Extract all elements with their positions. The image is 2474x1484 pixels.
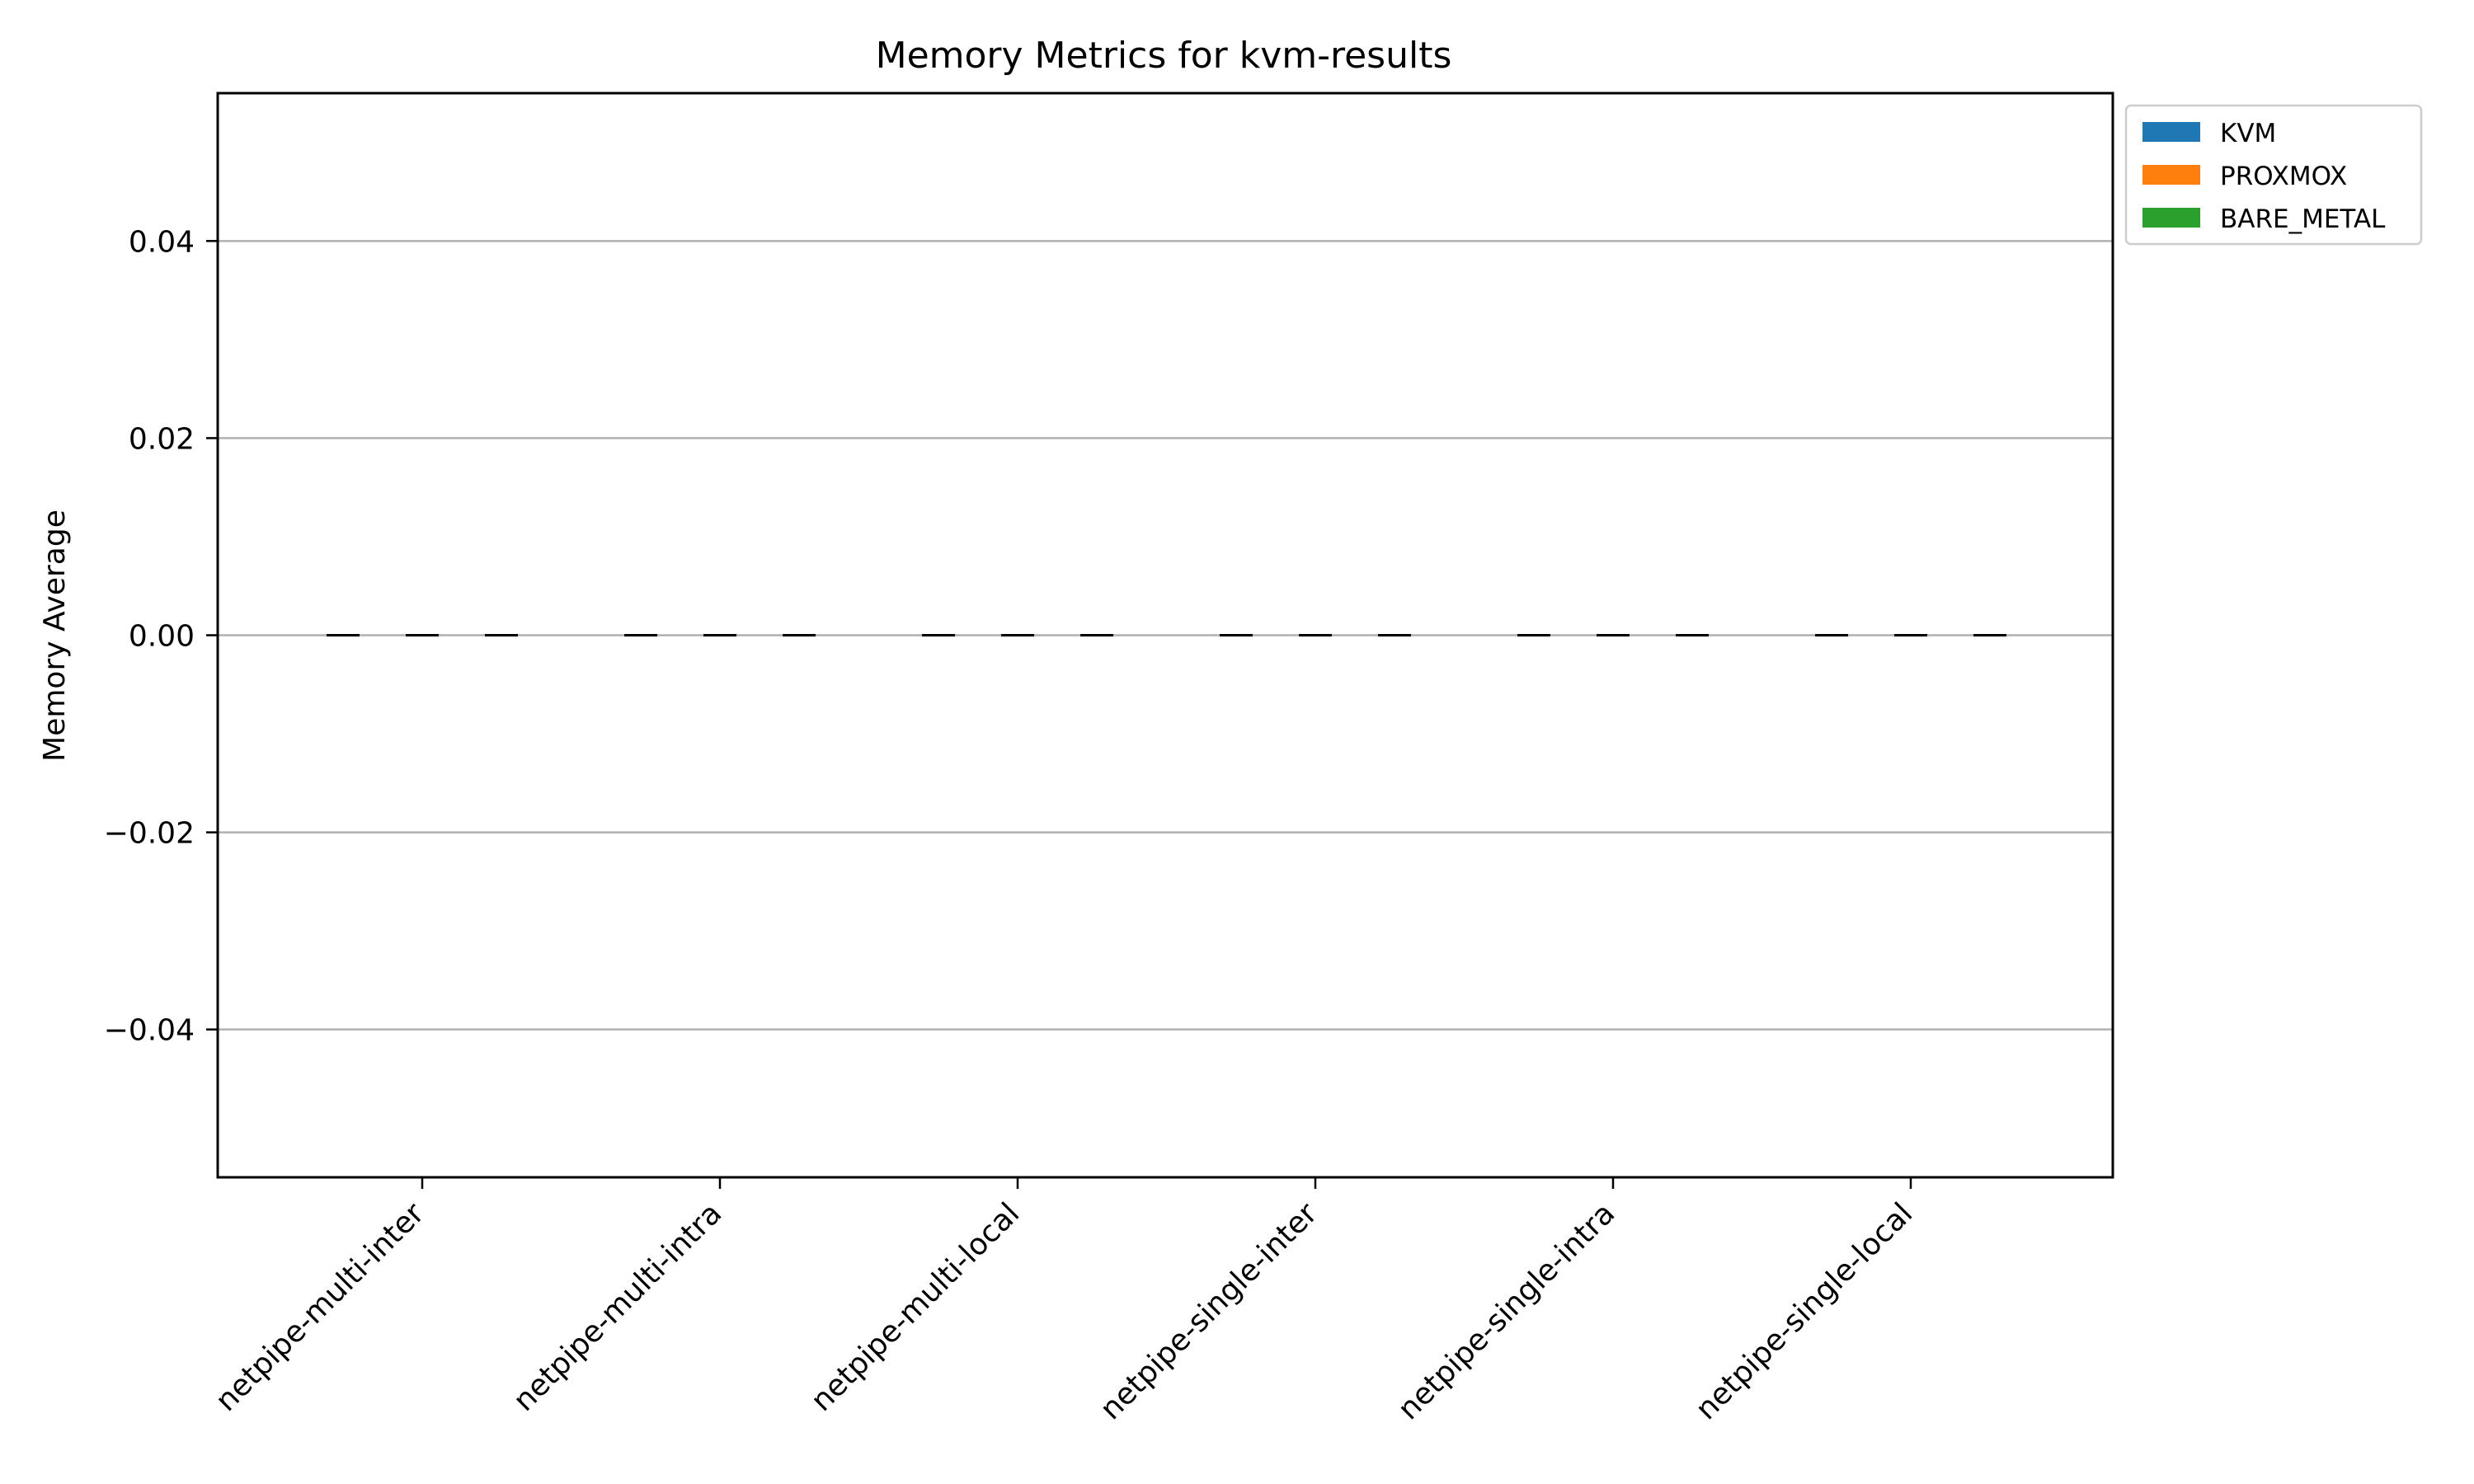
legend-label: PROXMOX (2220, 162, 2347, 191)
y-tick-label: 0.02 (129, 422, 195, 456)
legend-swatch (2142, 208, 2200, 228)
x-tick-label: netpipe-multi-local (805, 1196, 1027, 1418)
y-tick-label: −0.02 (104, 817, 195, 851)
x-axis: netpipe-multi-inter netpipe-multi-intra ne… (209, 1177, 1919, 1426)
y-axis: −0.04 −0.02 0.00 0.02 0.04 (104, 225, 218, 1048)
x-tick-label: netpipe-multi-inter (209, 1196, 431, 1418)
legend-swatch (2142, 165, 2200, 185)
x-tick-label: netpipe-single-local (1689, 1196, 1919, 1426)
y-tick-label: 0.04 (129, 225, 195, 259)
legend-label: KVM (2220, 119, 2276, 148)
gridlines (218, 240, 2113, 1031)
y-axis-label: Memory Average (38, 510, 72, 762)
y-tick-label: −0.04 (104, 1014, 195, 1048)
x-tick-label: netpipe-single-intra (1392, 1196, 1622, 1426)
legend-label: BARE_METAL (2220, 204, 2386, 234)
x-tick-label: netpipe-multi-intra (507, 1196, 729, 1418)
y-tick-label: 0.00 (129, 620, 195, 654)
legend: KVM PROXMOX BARE_METAL (2124, 104, 2423, 246)
chart-title: Memory Metrics for kvm-results (876, 35, 1452, 77)
x-tick-label: netpipe-single-inter (1094, 1196, 1324, 1426)
legend-swatch (2142, 122, 2200, 142)
